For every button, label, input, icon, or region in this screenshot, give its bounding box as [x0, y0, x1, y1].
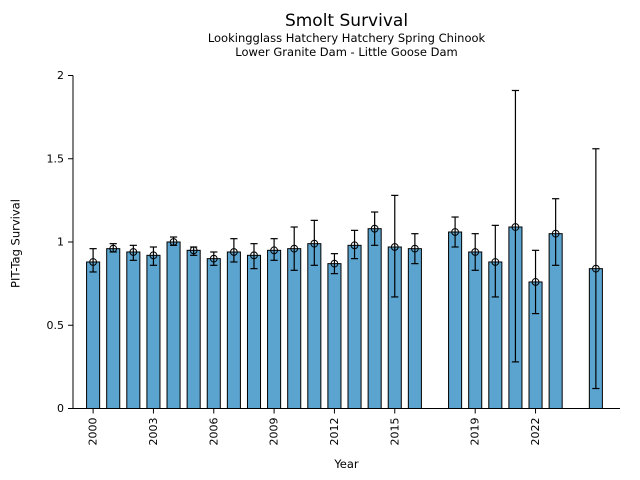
x-tick-label: 2015 — [388, 418, 401, 446]
bar-2003 — [146, 254, 161, 409]
bar-2005 — [186, 249, 201, 409]
marker-2004 — [169, 238, 178, 246]
bar-2006 — [206, 258, 221, 409]
marker-2019 — [471, 248, 480, 256]
x-tick-label: 2003 — [147, 418, 160, 446]
y-tick-label: 1 — [57, 236, 64, 249]
x-tick-label: 2000 — [87, 418, 100, 446]
x-tick-label: 2012 — [328, 418, 341, 446]
marker-2013 — [350, 241, 359, 250]
marker-2003 — [149, 251, 158, 260]
marker-2005 — [189, 246, 198, 255]
marker-2015 — [390, 243, 399, 251]
chart-subtitle-line2: Lower Granite Dam - Little Goose Dam — [235, 44, 458, 59]
bar-2007 — [226, 251, 241, 409]
marker-2021 — [511, 223, 520, 231]
x-tick-label: 2022 — [529, 418, 542, 446]
marker-2012 — [330, 259, 339, 268]
x-tick-label: 2009 — [268, 418, 281, 446]
marker-2010 — [290, 244, 299, 253]
bar-2004 — [166, 241, 181, 409]
marker-2014 — [370, 224, 379, 233]
title-block: Smolt Survival Lookingglass Hatchery Hat… — [73, 11, 620, 59]
bar-2009 — [267, 249, 282, 409]
y-axis-label: PIT-Tag Survival — [8, 199, 23, 288]
bar-2012 — [327, 263, 342, 409]
marker-2016 — [410, 244, 419, 253]
bar-2016 — [407, 248, 422, 409]
bar-2000 — [86, 261, 101, 410]
bar-2001 — [106, 248, 121, 409]
bar-2014 — [367, 228, 382, 409]
marker-2006 — [209, 254, 218, 263]
y-tick-label: 1.5 — [47, 152, 65, 165]
marker-2025 — [591, 264, 600, 273]
marker-2007 — [229, 248, 238, 256]
y-tick-label: 0.5 — [47, 319, 65, 332]
marker-2018 — [451, 228, 459, 236]
y-tick-label: 0 — [57, 402, 64, 415]
y-tick-label: 2 — [57, 69, 64, 82]
marker-2008 — [250, 251, 258, 260]
bar-2002 — [126, 251, 141, 409]
bar-2011 — [307, 243, 322, 409]
x-axis-label: Year — [334, 457, 359, 471]
bar-2010 — [287, 248, 302, 409]
marker-2023 — [551, 229, 560, 238]
marker-2020 — [491, 258, 500, 266]
x-tick-label: 2019 — [469, 418, 482, 446]
marker-2022 — [531, 278, 540, 286]
marker-2002 — [129, 248, 138, 256]
marker-2000 — [89, 258, 98, 266]
chart-title: Smolt Survival — [284, 11, 409, 31]
bar-2019 — [468, 251, 483, 409]
marker-2009 — [270, 246, 279, 255]
bar-2008 — [246, 254, 262, 409]
bar-2018 — [448, 231, 463, 409]
marker-2011 — [310, 239, 319, 248]
x-tick-label: 2006 — [207, 418, 220, 446]
marker-2001 — [109, 244, 118, 253]
chart-subtitle-line1: Lookingglass Hatchery Hatchery Spring Ch… — [207, 31, 486, 45]
bar-2013 — [347, 244, 362, 409]
